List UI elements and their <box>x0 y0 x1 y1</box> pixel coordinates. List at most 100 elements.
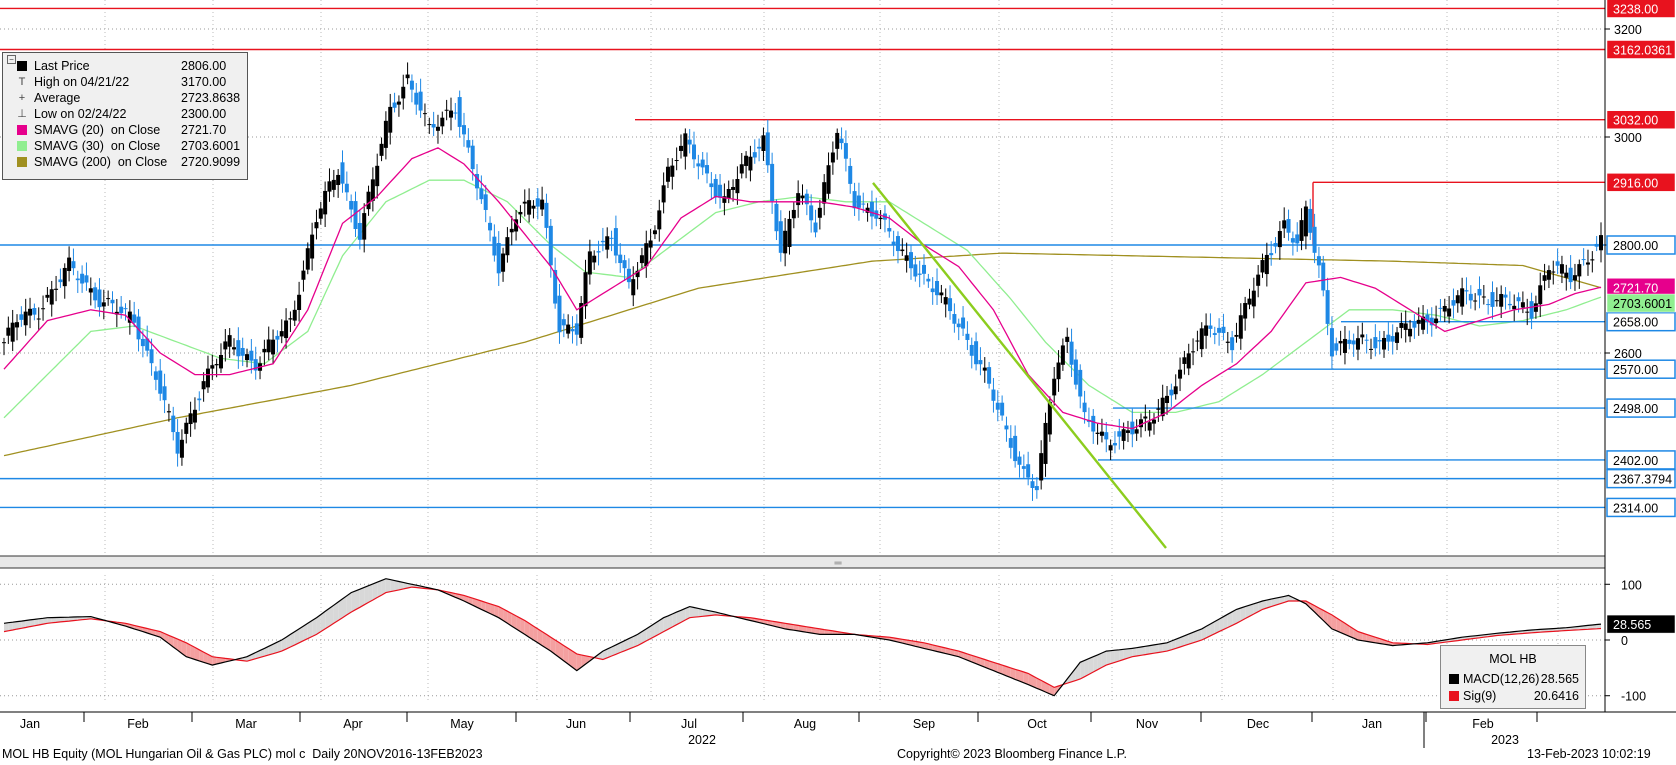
candle-body-down <box>253 359 258 371</box>
candle-body-up <box>1047 401 1052 435</box>
macd-histogram-segment <box>190 645 195 660</box>
macd-histogram-segment <box>1318 607 1324 621</box>
candle-body-up <box>310 234 315 259</box>
axes: 2600280030003200-1000100JanFebMarAprMayJ… <box>0 0 1676 748</box>
macd-histogram-segment <box>503 608 508 624</box>
candle-body-down <box>353 201 358 230</box>
candle-body-down <box>136 316 141 340</box>
candle-body-up <box>826 165 831 194</box>
macd-histogram-segment <box>928 643 933 651</box>
macd-histogram-segment <box>537 628 543 646</box>
candle-body-up <box>41 308 46 310</box>
candle-body-up <box>1421 316 1426 330</box>
candle-body-down <box>1377 340 1382 342</box>
macd-legend-value: 28.565 <box>1540 672 1579 686</box>
candle-body-up <box>1160 397 1165 417</box>
macd-histogram-segment <box>585 655 590 665</box>
legend-value: 2703.6001 <box>181 139 241 153</box>
candle-body-down <box>1490 292 1495 307</box>
candle-body-up <box>114 311 119 315</box>
macd-histogram-segment <box>819 628 825 635</box>
macd-histogram-segment <box>368 583 373 603</box>
macd-histogram-segment <box>1340 620 1345 635</box>
candle-body-up <box>939 292 944 296</box>
candle-body-up <box>505 237 510 256</box>
level-tag-box <box>1606 497 1676 518</box>
candle-body-up <box>262 348 267 353</box>
candle-body-down <box>414 92 419 105</box>
candle-body-up <box>62 267 67 287</box>
candle-body-up <box>796 193 801 206</box>
macd-histogram-segment <box>194 647 200 661</box>
candle-body-down <box>1373 337 1378 349</box>
month-label: Apr <box>343 717 362 731</box>
candle-body-down <box>1169 389 1174 396</box>
candle-body-up <box>1251 290 1256 307</box>
candle-body-down <box>1312 226 1317 253</box>
candle-body-up <box>1277 231 1282 248</box>
macd-histogram-segment <box>69 617 74 622</box>
divider-bar <box>0 556 1605 568</box>
candle-body-down <box>140 338 145 347</box>
candle-body-up <box>791 209 796 219</box>
macd-histogram-segment <box>1088 656 1094 675</box>
macd-histogram-segment <box>47 617 52 624</box>
candle-body-up <box>179 439 184 458</box>
macd-histogram-segment <box>1097 653 1102 670</box>
candle-body-up <box>1299 220 1304 241</box>
candlesticks <box>2 62 1603 501</box>
candle-body-down <box>926 278 931 282</box>
macd-histogram-segment <box>173 637 178 651</box>
macd-histogram-segment <box>1127 648 1133 659</box>
candle-body-up <box>379 143 384 156</box>
level-tag-box <box>1606 110 1676 129</box>
candle-body-up <box>1152 419 1157 424</box>
candle-body-up <box>514 219 519 232</box>
candle-body-up <box>1147 422 1152 431</box>
macd-histogram-segment <box>320 611 326 632</box>
legend-collapse-icon[interactable]: − <box>7 55 16 64</box>
candle-body-down <box>1273 243 1278 247</box>
candle-body-up <box>205 368 210 388</box>
candle-body-down <box>700 159 705 168</box>
macd-panel <box>3 578 1602 697</box>
candle-body-up <box>1538 285 1543 305</box>
macd-histogram-segment <box>51 617 57 623</box>
macd-histogram-segment <box>1162 642 1168 652</box>
macd-histogram-segment <box>689 606 695 618</box>
macd-histogram-segment <box>1362 633 1367 642</box>
level-tag-text: 2498.00 <box>1613 402 1658 416</box>
legend-row: SMAVG (200) on Close 2720.9099 <box>3 154 247 170</box>
candle-body-down <box>848 165 853 184</box>
macd-histogram-segment <box>785 623 790 630</box>
candle-body-up <box>232 347 237 350</box>
macd-histogram-segment <box>1032 675 1037 689</box>
month-label: Mar <box>235 717 257 731</box>
candle-body-up <box>748 156 753 171</box>
candle-body-up <box>440 117 445 127</box>
level-tag-box <box>1606 398 1676 418</box>
candle-body-up <box>579 303 584 338</box>
panel-divider[interactable]: ═ <box>0 555 1605 569</box>
candle-body-up <box>396 101 401 105</box>
candle-body-up <box>218 354 223 369</box>
macd-histogram-segment <box>919 642 925 649</box>
macd-histogram-segment <box>1262 600 1267 610</box>
candle-body-up <box>878 217 883 220</box>
level-tag-text: 2658.00 <box>1613 316 1658 330</box>
candle-body-up <box>1204 325 1209 336</box>
candle-body-down <box>692 144 697 160</box>
candle-body-up <box>583 272 588 307</box>
candle-body-up <box>2 342 6 344</box>
candle-body-down <box>149 349 154 364</box>
candle-body-down <box>1112 443 1117 446</box>
candle-body-down <box>453 112 458 114</box>
candle-body-up <box>1039 453 1044 481</box>
candle-body-up <box>1408 328 1413 337</box>
macd-histogram-segment <box>1140 646 1146 656</box>
legend-label: Low on 02/24/22 <box>34 107 127 121</box>
candle-body-down <box>778 221 783 253</box>
candle-body-down <box>1217 327 1222 333</box>
macd-histogram-segment <box>1006 666 1011 678</box>
candle-body-down <box>175 431 180 454</box>
